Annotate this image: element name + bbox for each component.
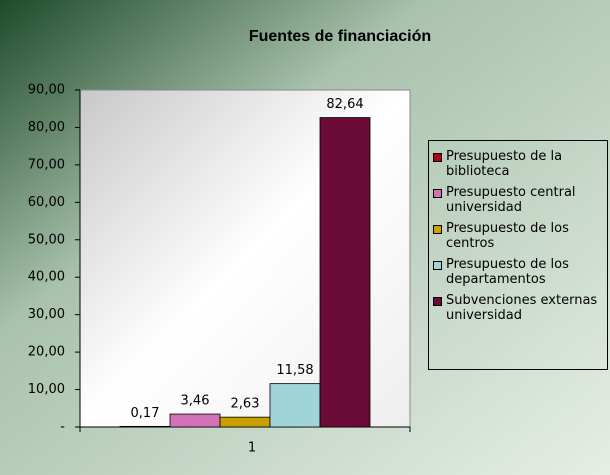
- bar: [219, 416, 271, 428]
- legend-item: Presupuesto central universidad: [433, 185, 607, 215]
- legend-swatch: [433, 189, 442, 198]
- bar: [319, 117, 371, 428]
- y-tick-label: 70,00: [28, 157, 65, 172]
- bar: [169, 413, 221, 428]
- legend-item: Presupuesto de los centros: [433, 221, 607, 251]
- legend-label: Subvenciones externas universidad: [446, 293, 598, 323]
- y-tick-label: 30,00: [28, 307, 65, 322]
- value-label: 0,17: [131, 406, 160, 421]
- value-label: 82,64: [326, 97, 363, 112]
- value-label: 11,58: [276, 363, 313, 378]
- legend-label: Presupuesto de los departamentos: [446, 257, 569, 287]
- legend-swatch: [433, 297, 442, 306]
- legend-swatch: [433, 153, 442, 162]
- x-tick-label: 1: [248, 441, 256, 456]
- legend-swatch: [433, 225, 442, 234]
- legend-label: Presupuesto de la biblioteca: [446, 149, 563, 179]
- legend-item: Presupuesto de los departamentos: [433, 257, 607, 287]
- legend-item: Presupuesto de la biblioteca: [433, 149, 607, 179]
- legend-label: Presupuesto central universidad: [446, 185, 576, 215]
- bar: [119, 425, 171, 428]
- y-tick-label: 60,00: [28, 195, 65, 210]
- y-tick-label: 80,00: [28, 120, 65, 135]
- chart-title: Fuentes de financiación: [249, 28, 431, 45]
- legend-swatch: [433, 261, 442, 270]
- y-tick-label: 50,00: [28, 232, 65, 247]
- y-tick-label: 40,00: [28, 270, 65, 285]
- y-tick-label: 10,00: [28, 382, 65, 397]
- value-label: 3,46: [181, 394, 210, 409]
- legend: Presupuesto de la biblioteca Presupuesto …: [428, 140, 608, 370]
- y-tick-label: 90,00: [28, 83, 65, 98]
- bar: [269, 383, 321, 428]
- legend-item: Subvenciones externas universidad: [433, 293, 607, 323]
- value-label: 2,63: [231, 397, 260, 412]
- y-tick-label: -: [60, 420, 65, 435]
- y-tick-label: 20,00: [28, 345, 65, 360]
- legend-label: Presupuesto de los centros: [446, 221, 569, 251]
